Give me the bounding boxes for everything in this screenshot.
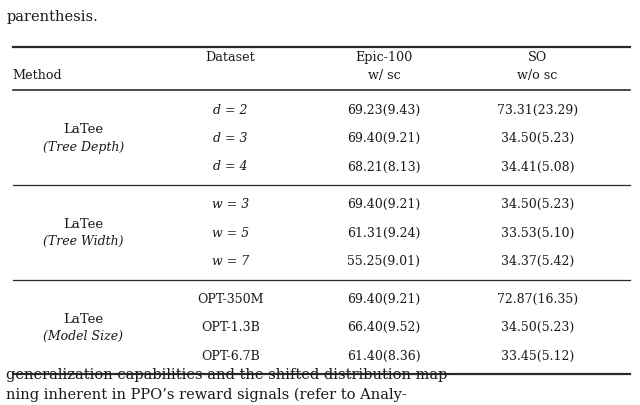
Text: Epic-100: Epic-100 xyxy=(355,51,413,64)
Text: SO: SO xyxy=(528,51,547,64)
Text: (Model Size): (Model Size) xyxy=(44,329,123,342)
Text: 34.50(5.23): 34.50(5.23) xyxy=(501,198,574,211)
Text: 68.21(8.13): 68.21(8.13) xyxy=(348,160,420,173)
Text: 34.37(5.42): 34.37(5.42) xyxy=(501,254,574,268)
Text: w/o sc: w/o sc xyxy=(517,69,558,82)
Text: d = 4: d = 4 xyxy=(213,160,248,173)
Text: OPT-350M: OPT-350M xyxy=(197,292,264,305)
Text: 33.53(5.10): 33.53(5.10) xyxy=(501,226,574,239)
Text: 69.23(9.43): 69.23(9.43) xyxy=(348,103,420,116)
Text: 61.31(9.24): 61.31(9.24) xyxy=(348,226,420,239)
Text: 69.40(9.21): 69.40(9.21) xyxy=(348,132,420,145)
Text: w = 5: w = 5 xyxy=(212,226,249,239)
Text: 72.87(16.35): 72.87(16.35) xyxy=(497,292,578,305)
Text: 34.50(5.23): 34.50(5.23) xyxy=(501,132,574,145)
Text: 69.40(9.21): 69.40(9.21) xyxy=(348,292,420,305)
Text: w = 3: w = 3 xyxy=(212,198,249,211)
Text: d = 2: d = 2 xyxy=(213,103,248,116)
Text: 55.25(9.01): 55.25(9.01) xyxy=(348,254,420,268)
Text: w = 7: w = 7 xyxy=(212,254,249,268)
Text: 73.31(23.29): 73.31(23.29) xyxy=(497,103,578,116)
Text: (Tree Width): (Tree Width) xyxy=(43,235,124,248)
Text: 34.41(5.08): 34.41(5.08) xyxy=(501,160,574,173)
Text: parenthesis.: parenthesis. xyxy=(6,10,98,23)
Text: 69.40(9.21): 69.40(9.21) xyxy=(348,198,420,211)
Text: (Tree Depth): (Tree Depth) xyxy=(43,140,124,153)
Text: LaTee: LaTee xyxy=(63,217,103,230)
Text: w/ sc: w/ sc xyxy=(367,69,401,82)
Text: LaTee: LaTee xyxy=(63,312,103,325)
Text: 34.50(5.23): 34.50(5.23) xyxy=(501,321,574,334)
Text: Dataset: Dataset xyxy=(205,51,255,64)
Text: 61.40(8.36): 61.40(8.36) xyxy=(347,349,421,362)
Text: d = 3: d = 3 xyxy=(213,132,248,145)
Text: LaTee: LaTee xyxy=(63,123,103,136)
Text: Method: Method xyxy=(13,69,63,82)
Text: OPT-1.3B: OPT-1.3B xyxy=(201,321,260,334)
Text: OPT-6.7B: OPT-6.7B xyxy=(201,349,260,362)
Text: generalization capabilities and the shifted distribution map-
ning inherent in P: generalization capabilities and the shif… xyxy=(6,367,452,401)
Text: 33.45(5.12): 33.45(5.12) xyxy=(501,349,574,362)
Text: 66.40(9.52): 66.40(9.52) xyxy=(348,321,420,334)
